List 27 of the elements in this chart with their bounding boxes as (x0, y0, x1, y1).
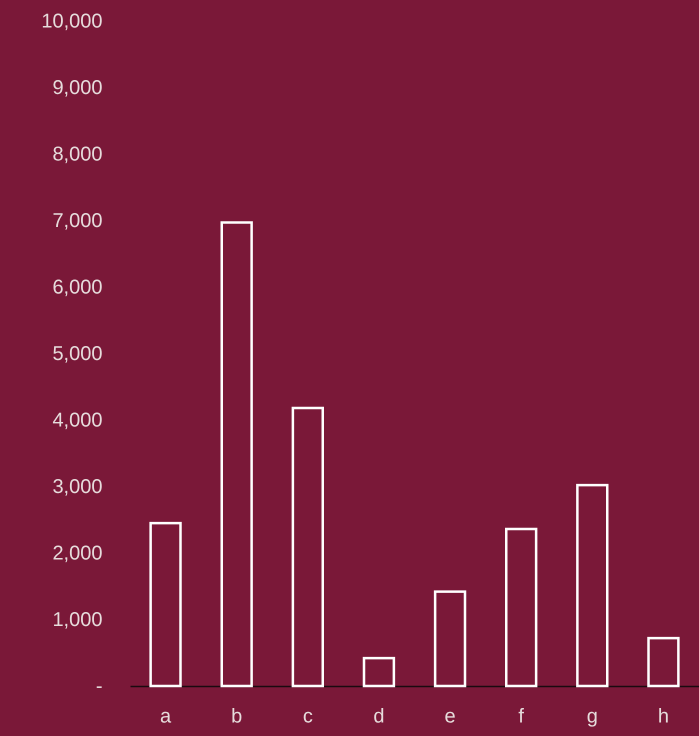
y-tick-label: 8,000 (52, 144, 102, 166)
x-tick-label: a (160, 706, 172, 728)
x-tick-label: d (373, 706, 384, 728)
y-tick-label: 5,000 (52, 343, 102, 365)
y-tick-label: 1,000 (52, 609, 102, 631)
bar (149, 522, 182, 688)
y-tick-label: 3,000 (52, 476, 102, 498)
bar (434, 590, 466, 688)
bar (292, 406, 324, 688)
bar (505, 528, 538, 688)
x-tick-label: h (658, 706, 669, 728)
x-tick-label: e (444, 706, 456, 728)
bar (220, 221, 253, 688)
bar (647, 636, 680, 688)
bar (362, 656, 396, 688)
x-tick-label: f (518, 706, 524, 728)
y-tick-label: 7,000 (52, 210, 102, 232)
x-tick-label: b (231, 706, 242, 728)
y-tick-label: 4,000 (52, 410, 102, 432)
bar (576, 484, 608, 688)
x-tick-label: g (586, 706, 598, 728)
y-tick-label: 6,000 (52, 276, 102, 298)
y-tick-label: 2,000 (52, 542, 102, 564)
y-tick-label: 10,000 (41, 10, 102, 32)
x-tick-label: c (302, 706, 313, 728)
y-tick-label: 9,000 (52, 77, 102, 99)
y-tick-label: - (96, 676, 102, 698)
